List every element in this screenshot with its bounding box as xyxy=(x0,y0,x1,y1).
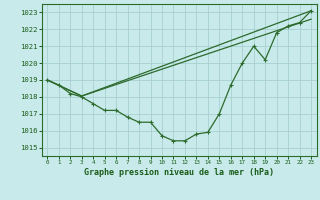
X-axis label: Graphe pression niveau de la mer (hPa): Graphe pression niveau de la mer (hPa) xyxy=(84,168,274,177)
